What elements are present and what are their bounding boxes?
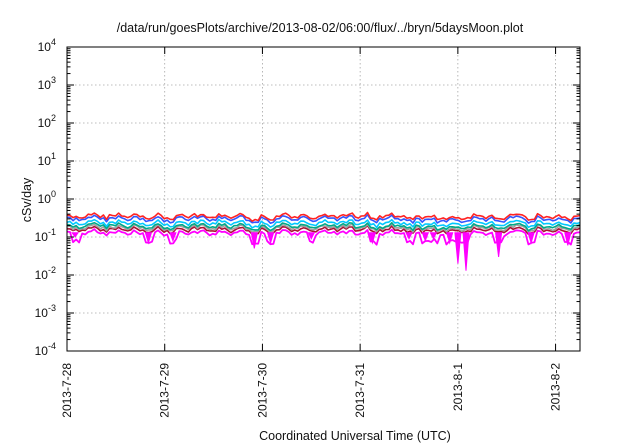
axis-ticks: 10-4 10-3 10-2 10-1 100 101 102 103 104 2013-7-28…: [35, 37, 580, 418]
data-series: [66, 211, 581, 271]
x-tick-label: 2013-7-28: [60, 363, 74, 418]
x-tick-label: 2013-7-29: [158, 363, 172, 418]
grid-lines: [66, 47, 580, 351]
x-axis-label: Coordinated Universal Time (UTC): [259, 429, 451, 443]
series-line: [66, 228, 581, 246]
x-tick-label: 2013-7-30: [255, 363, 269, 418]
y-tick-label: 101: [38, 151, 56, 168]
y-tick-label: 10-4: [35, 341, 56, 358]
series-dip: [462, 232, 470, 271]
series-dip: [250, 232, 258, 249]
series-dip: [368, 232, 377, 245]
y-tick-label: 103: [38, 75, 56, 92]
series-dip: [169, 232, 177, 243]
series-dip: [564, 232, 572, 246]
series-dip: [446, 232, 454, 245]
series-dip: [454, 232, 462, 264]
series-line: [66, 221, 581, 232]
series-dip: [527, 232, 535, 245]
series-line: [66, 224, 581, 236]
x-tick-label: 2013-8-1: [451, 363, 465, 411]
series-dip: [266, 232, 275, 245]
series-line: [66, 214, 581, 224]
y-tick-label: 104: [38, 37, 56, 54]
series-dip: [307, 232, 316, 240]
x-tick-label: 2013-7-31: [353, 363, 367, 418]
series-dip: [71, 232, 80, 238]
y-tick-label: 100: [38, 189, 56, 206]
y-tick-label: 102: [38, 113, 56, 130]
series-dip: [421, 232, 430, 243]
x-tick-label: 2013-8-2: [549, 363, 563, 411]
series-dip: [429, 232, 438, 240]
chart-title: /data/run/goesPlots/archive/2013-08-02/0…: [116, 21, 524, 35]
y-tick-label: 10-2: [35, 265, 56, 282]
series-dip: [144, 232, 153, 245]
series-line: [66, 211, 581, 222]
series-line: [66, 223, 581, 234]
series-dip: [495, 232, 503, 257]
y-tick-label: 10-3: [35, 303, 56, 320]
series-dip: [405, 232, 413, 240]
y-tick-label: 10-1: [35, 227, 56, 244]
series-line: [66, 218, 581, 229]
